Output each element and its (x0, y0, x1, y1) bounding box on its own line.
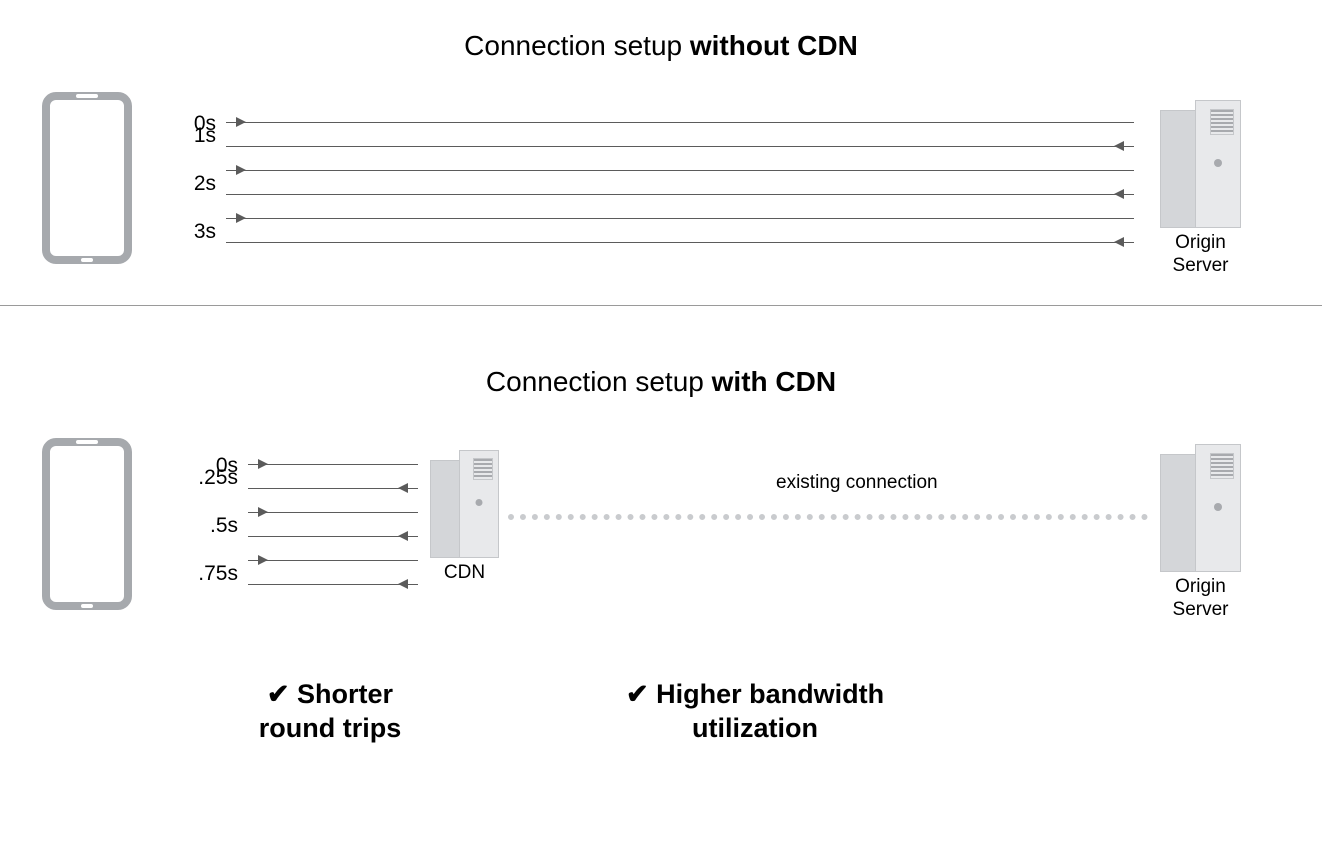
time-label: 3s (194, 220, 216, 244)
arrow-row: 1s (226, 134, 1134, 158)
origin-server-icon: Origin Server (1160, 100, 1241, 278)
time-label: 1s (194, 124, 216, 148)
check-icon: ✔ (267, 679, 290, 709)
arrow-left-icon (1114, 189, 1124, 199)
title1-prefix: Connection setup (464, 30, 690, 61)
benefit-shorter-round-trips: ✔ Shorter round trips (200, 678, 460, 746)
arrow-line (226, 194, 1134, 195)
title1-bold: without CDN (690, 30, 858, 61)
arrow-line (226, 170, 1134, 171)
time-label: 2s (194, 172, 216, 196)
title-without-cdn: Connection setup without CDN (0, 30, 1322, 62)
arrow-left-icon (398, 579, 408, 589)
arrow-right-icon (258, 507, 268, 517)
arrow-line (226, 146, 1134, 147)
origin-server-label: Origin Server (1160, 232, 1241, 278)
arrow-row (248, 548, 418, 572)
arrow-right-icon (236, 213, 246, 223)
phone-icon (42, 92, 132, 264)
arrow-line (226, 242, 1134, 243)
arrows-with-cdn: 0s.25s .5s .75s (248, 452, 418, 596)
arrow-line (248, 536, 418, 537)
existing-connection-line (508, 514, 1148, 520)
cdn-server-icon: CDN (430, 450, 499, 585)
arrow-right-icon (236, 117, 246, 127)
arrow-left-icon (398, 483, 408, 493)
title2-bold: with CDN (712, 366, 836, 397)
origin-server-icon: Origin Server (1160, 444, 1241, 622)
check-icon: ✔ (626, 679, 649, 709)
arrow-row (226, 158, 1134, 182)
arrow-row: 2s (226, 182, 1134, 206)
arrows-without-cdn: 0s1s 2s 3s (226, 110, 1134, 254)
arrow-line (248, 512, 418, 513)
arrow-line (226, 218, 1134, 219)
time-label: .25s (198, 466, 238, 490)
time-label: .5s (210, 514, 238, 538)
benefit-higher-bandwidth: ✔ Higher bandwidth utilization (575, 678, 935, 746)
arrow-row (248, 500, 418, 524)
arrow-line (226, 122, 1134, 123)
title-with-cdn: Connection setup with CDN (0, 366, 1322, 398)
arrow-row: 3s (226, 230, 1134, 254)
arrow-line (248, 560, 418, 561)
arrow-row: 0s (226, 110, 1134, 134)
phone-icon (42, 438, 132, 610)
time-label: .75s (198, 562, 238, 586)
arrow-line (248, 488, 418, 489)
arrow-left-icon (1114, 141, 1124, 151)
title2-prefix: Connection setup (486, 366, 712, 397)
existing-connection-label: existing connection (770, 472, 944, 494)
origin-server-label: Origin Server (1160, 576, 1241, 622)
arrow-left-icon (398, 531, 408, 541)
arrow-row (226, 206, 1134, 230)
arrow-row: 0s (248, 452, 418, 476)
arrow-row: .75s (248, 572, 418, 596)
arrow-right-icon (236, 165, 246, 175)
cdn-server-label: CDN (430, 562, 499, 585)
arrow-right-icon (258, 459, 268, 469)
arrow-line (248, 584, 418, 585)
panel-divider (0, 305, 1322, 306)
arrow-row: .25s (248, 476, 418, 500)
arrow-left-icon (1114, 237, 1124, 247)
arrow-line (248, 464, 418, 465)
arrow-right-icon (258, 555, 268, 565)
arrow-row: .5s (248, 524, 418, 548)
